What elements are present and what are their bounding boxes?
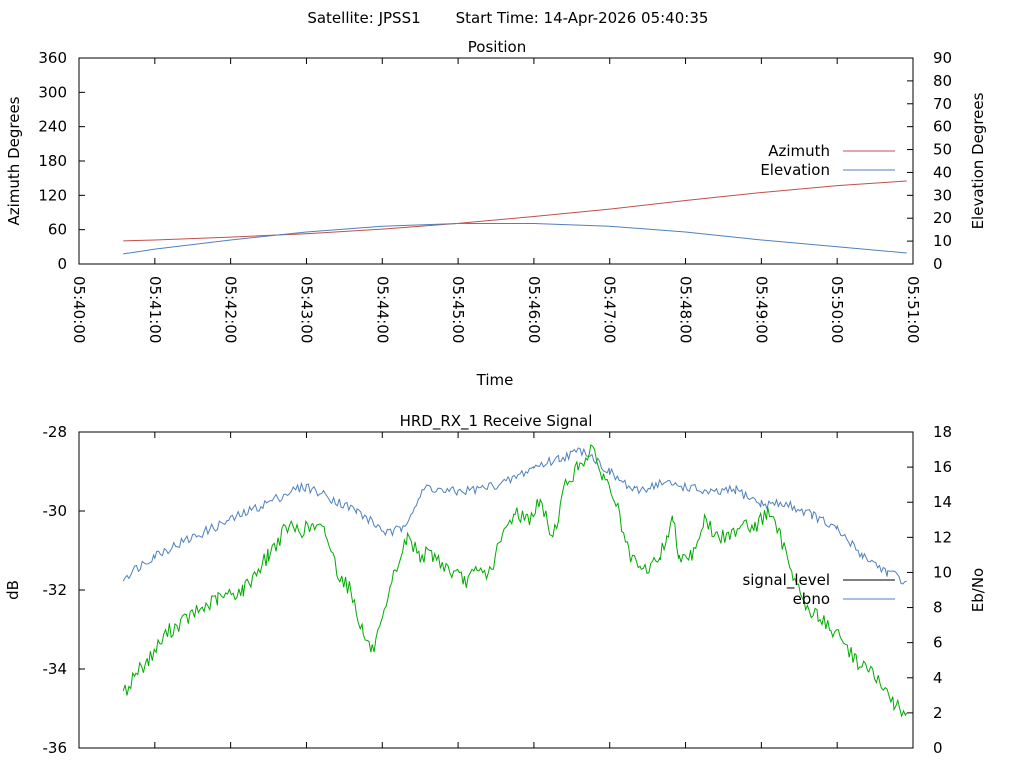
signal-series-unlabeled-line bbox=[122, 444, 908, 718]
position-y2-tick-label: 30 bbox=[933, 186, 952, 204]
position-x-tick-label: 05:44:00 bbox=[373, 276, 391, 343]
position-series-elevation-line bbox=[123, 223, 907, 255]
position-y2-axis-label: Elevation Degrees bbox=[969, 92, 987, 229]
signal-y2-tick-label: 6 bbox=[933, 634, 943, 652]
position-y2-tick-label: 60 bbox=[933, 118, 952, 136]
signal-y2-tick-label: 12 bbox=[933, 528, 952, 546]
position-chart-title: Position bbox=[468, 38, 526, 56]
signal-y-axis-label: dB bbox=[4, 580, 22, 600]
legend-azimuth-label: Azimuth bbox=[768, 142, 830, 160]
header-satellite: Satellite: JPSS1 bbox=[307, 9, 420, 27]
position-y-tick-label: 240 bbox=[38, 118, 67, 136]
signal-y-tick-label: -30 bbox=[43, 502, 68, 520]
signal-series bbox=[122, 444, 908, 718]
header-start-time: Start Time: 14-Apr-2026 05:40:35 bbox=[456, 9, 709, 27]
position-y-axis-label: Azimuth Degrees bbox=[5, 96, 23, 225]
position-y-tick-label: 0 bbox=[57, 255, 67, 273]
position-x-tick-label: 05:41:00 bbox=[146, 276, 164, 343]
position-y2-tick-label: 40 bbox=[933, 163, 952, 181]
position-x-tick-label: 05:46:00 bbox=[525, 276, 543, 343]
position-y-tick-label: 120 bbox=[38, 186, 67, 204]
signal-y2-tick-label: 0 bbox=[933, 739, 943, 757]
signal-y2-tick-label: 18 bbox=[933, 423, 952, 441]
legend-ebno-label: ebno bbox=[793, 590, 830, 608]
position-y2-tick-label: 0 bbox=[933, 255, 943, 273]
signal-series-ebno-line bbox=[122, 447, 907, 585]
signal-y2-axis-label: Eb/No bbox=[969, 568, 987, 612]
position-y-tick-label: 180 bbox=[38, 152, 67, 170]
position-y2-tick-label: 20 bbox=[933, 209, 952, 227]
signal-ticks: -36 -34 -32 -30 -28 0 2 4 6 8 10 12 14 16 18 bbox=[43, 423, 953, 757]
signal-y-tick-label: -34 bbox=[43, 660, 68, 678]
position-y-tick-label: 300 bbox=[38, 83, 67, 101]
position-x-tick-label: 05:50:00 bbox=[828, 276, 846, 343]
position-y-tick-label: 360 bbox=[38, 49, 67, 67]
position-y2-tick-label: 50 bbox=[933, 141, 952, 159]
position-x-tick-label: 05:48:00 bbox=[677, 276, 695, 343]
signal-y2-tick-label: 16 bbox=[933, 458, 952, 476]
signal-y-tick-label: -28 bbox=[43, 423, 68, 441]
position-x-tick-label: 05:40:00 bbox=[70, 276, 88, 343]
position-x-tick-label: 05:51:00 bbox=[904, 276, 922, 343]
signal-chart: HRD_RX_1 Receive Signal -36 -34 -32 -30 -28 0… bbox=[4, 412, 987, 757]
position-y2-tick-label: 80 bbox=[933, 72, 952, 90]
signal-y2-tick-label: 14 bbox=[933, 493, 952, 511]
signal-y2-tick-label: 2 bbox=[933, 704, 943, 722]
position-series-azimuth-line bbox=[123, 180, 907, 242]
signal-y2-tick-label: 8 bbox=[933, 599, 943, 617]
legend-signal-level-label: signal_level bbox=[742, 571, 830, 590]
signal-chart-title: HRD_RX_1 Receive Signal bbox=[400, 412, 593, 431]
signal-y2-tick-label: 4 bbox=[933, 669, 943, 687]
signal-y-tick-label: -36 bbox=[43, 739, 68, 757]
signal-y-tick-label: -32 bbox=[43, 581, 68, 599]
position-y-tick-label: 60 bbox=[48, 221, 67, 239]
position-x-tick-label: 05:47:00 bbox=[601, 276, 619, 343]
position-x-tick-label: 05:42:00 bbox=[222, 276, 240, 343]
position-x-tick-label: 05:49:00 bbox=[752, 276, 770, 343]
position-x-tick-label: 05:43:00 bbox=[297, 276, 315, 343]
signal-y2-tick-label: 10 bbox=[933, 563, 952, 581]
position-y2-tick-label: 90 bbox=[933, 49, 952, 67]
position-series bbox=[123, 180, 907, 255]
position-chart: Position 0 60 120 180 240 300 360 0 10 20 30 40 50 60… bbox=[5, 38, 987, 389]
position-y2-tick-label: 70 bbox=[933, 95, 952, 113]
legend-elevation-label: Elevation bbox=[760, 161, 830, 179]
position-ticks: 0 60 120 180 240 300 360 0 10 20 30 40 50 60 70 80 90 05:… bbox=[38, 49, 952, 343]
position-y2-tick-label: 10 bbox=[933, 232, 952, 250]
position-x-axis-label: Time bbox=[476, 371, 514, 389]
signal-plot-frame bbox=[78, 431, 914, 749]
position-x-tick-label: 05:45:00 bbox=[449, 276, 467, 343]
